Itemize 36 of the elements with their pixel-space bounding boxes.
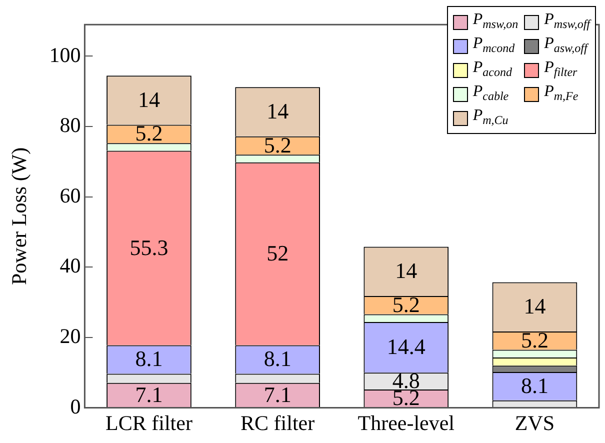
data-label: 8.1 <box>520 372 548 398</box>
x-tick-label: ZVS <box>514 410 555 435</box>
data-label: 55.3 <box>130 234 168 260</box>
y-tick-label: 40 <box>60 254 81 278</box>
legend-label: P$_{msw,on}$ <box>472 11 518 33</box>
y-tick-label: 80 <box>60 113 81 138</box>
legend-label: P$_{m,Cu}$ <box>472 107 508 129</box>
data-label: 5.2 <box>264 132 292 158</box>
data-label: 14 <box>138 86 160 112</box>
data-label: 7.1 <box>135 382 163 407</box>
data-label: 14 <box>524 294 546 319</box>
data-label: 14.4 <box>386 334 426 360</box>
data-label: 14 <box>395 258 418 284</box>
legend-label: P$_{asw,off}$ <box>544 35 588 57</box>
data-label: 7.1 <box>264 382 292 407</box>
legend-label: P$_{acond}$ <box>472 59 512 81</box>
data-label: 14 <box>266 98 289 124</box>
data-label: 8.1 <box>135 346 163 372</box>
y-tick-label: 100 <box>49 42 81 67</box>
x-tick-label: LCR filter <box>106 410 192 435</box>
legend-label: P$_{mcond}$ <box>472 35 515 57</box>
y-tick-label: 60 <box>60 183 81 208</box>
data-label: 52 <box>266 240 289 266</box>
data-label: 8.1 <box>264 346 292 372</box>
legend-label: P$_{msw,off}$ <box>544 11 590 33</box>
legend-label: P$_{filter}$ <box>544 59 578 81</box>
legend-label: P$_{cable}$ <box>472 83 509 105</box>
data-label: 5.2 <box>392 292 420 317</box>
x-tick-label: Three-level <box>358 410 455 435</box>
y-tick-label: 0 <box>70 394 81 418</box>
x-tick-label: RC filter <box>240 410 315 435</box>
data-label: 5.2 <box>135 120 163 146</box>
y-tick-label: 20 <box>60 324 81 348</box>
y-axis-title: Power Loss (W) <box>7 147 32 286</box>
data-label: 5.2 <box>520 327 548 352</box>
legend-label: P$_{m,Fe}$ <box>544 83 578 105</box>
